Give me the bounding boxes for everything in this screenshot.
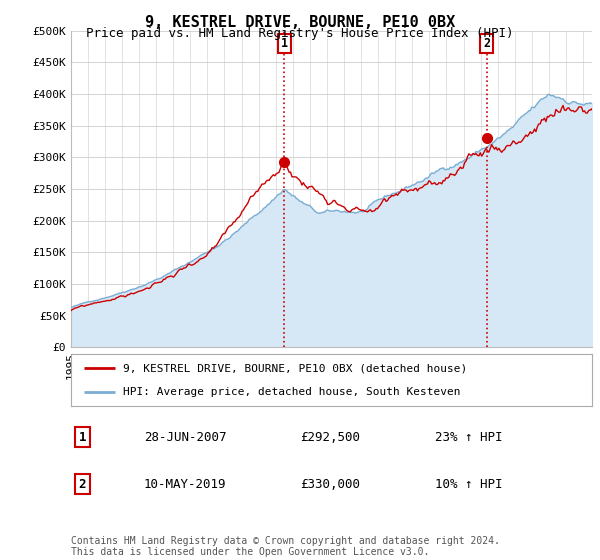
Text: 1: 1 [281, 37, 287, 50]
Text: 10-MAY-2019: 10-MAY-2019 [144, 478, 226, 491]
Text: Contains HM Land Registry data © Crown copyright and database right 2024.
This d: Contains HM Land Registry data © Crown c… [71, 535, 500, 557]
Text: £330,000: £330,000 [300, 478, 360, 491]
Text: 9, KESTREL DRIVE, BOURNE, PE10 0BX (detached house): 9, KESTREL DRIVE, BOURNE, PE10 0BX (deta… [123, 363, 467, 374]
Text: 10% ↑ HPI: 10% ↑ HPI [436, 478, 503, 491]
Text: Price paid vs. HM Land Registry's House Price Index (HPI): Price paid vs. HM Land Registry's House … [86, 27, 514, 40]
Text: 2: 2 [79, 478, 86, 491]
Text: 23% ↑ HPI: 23% ↑ HPI [436, 431, 503, 444]
Text: HPI: Average price, detached house, South Kesteven: HPI: Average price, detached house, Sout… [123, 387, 460, 397]
Text: 2: 2 [483, 37, 490, 50]
Text: 1: 1 [79, 431, 86, 444]
Text: £292,500: £292,500 [300, 431, 360, 444]
Text: 28-JUN-2007: 28-JUN-2007 [144, 431, 226, 444]
Text: 9, KESTREL DRIVE, BOURNE, PE10 0BX: 9, KESTREL DRIVE, BOURNE, PE10 0BX [145, 15, 455, 30]
